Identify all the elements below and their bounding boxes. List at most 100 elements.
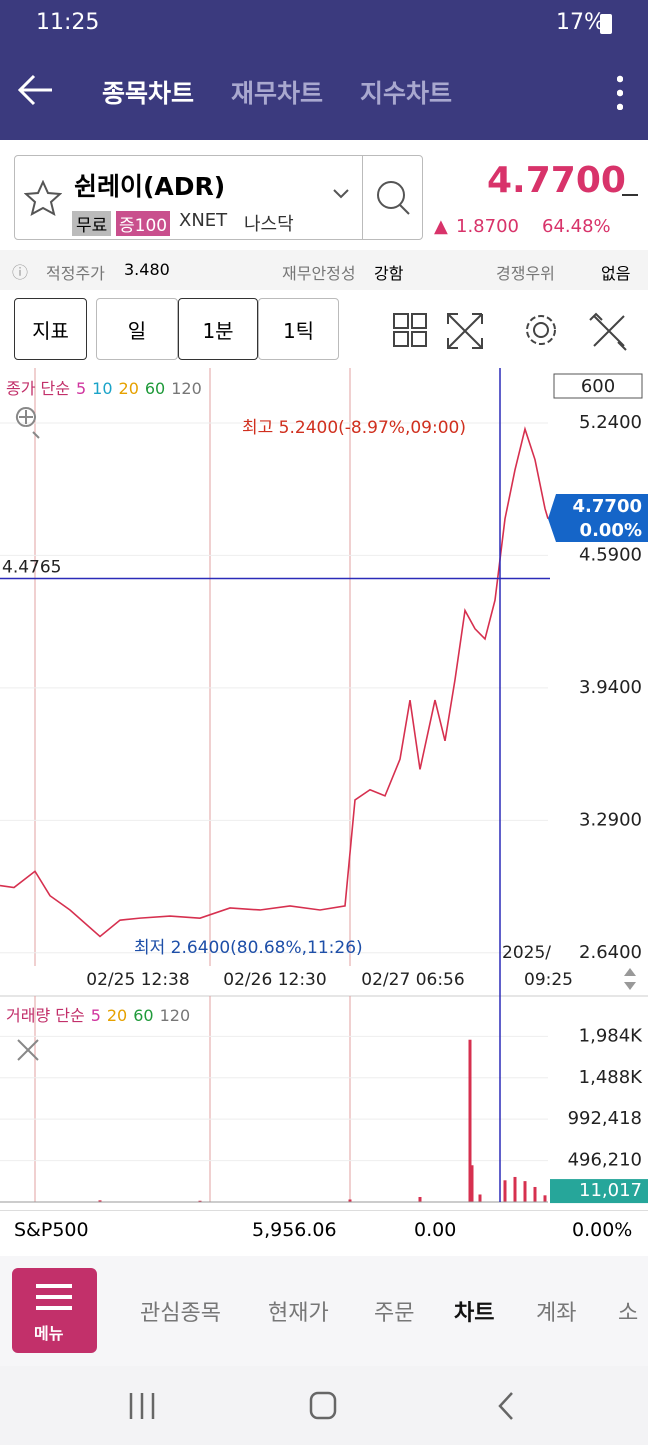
legend-item: 10 (92, 379, 112, 398)
x-axis-band (0, 966, 648, 996)
scroll-arrows (624, 968, 636, 990)
y-tick-label: 992,418 (568, 1108, 642, 1129)
volume-bar (468, 1039, 472, 1202)
tag: 무료 (72, 211, 112, 236)
nav-item[interactable]: 주문 (374, 1301, 415, 1326)
nav-item[interactable]: 관심종목 (140, 1301, 221, 1326)
chart: 5.2400 4.5900 3.9400 3.2900 2.6400 02/25 12:3… (0, 368, 648, 1204)
help-icon[interactable]: ⓘ (12, 263, 29, 282)
period-box (553, 373, 643, 399)
y-tick-label: 1,488K (579, 1067, 644, 1088)
y-tick-label: 2.6400 (579, 942, 642, 963)
period-button[interactable]: 1분 (178, 298, 258, 360)
info-value: 3.480 (124, 260, 170, 279)
index-row (0, 1210, 648, 1257)
indicator-button[interactable]: 지표 (14, 298, 87, 360)
info-label: 경쟁우위 (496, 264, 555, 283)
legend-title: 종가 단순 (6, 379, 70, 398)
volume-bar (470, 1165, 474, 1202)
tag: XNET (179, 210, 228, 231)
info-label: 재무안정성 (282, 264, 356, 283)
legend-item: 5 (76, 379, 86, 398)
volume-bar (533, 1186, 537, 1202)
volume-bar (348, 1199, 352, 1202)
info-value: 강함 (374, 264, 404, 283)
legend: 거래량 단순 5 20 60 120 (6, 1006, 190, 1025)
last-price-box (548, 494, 648, 542)
legend-title: 거래량 단순 (6, 1006, 85, 1025)
price-dash (622, 194, 638, 196)
favorite-star[interactable] (24, 180, 62, 216)
more-menu[interactable] (617, 72, 623, 110)
index-value: 5,956.06 (252, 1219, 337, 1241)
change-arrow: ▲ (434, 216, 448, 237)
clock: 11:25 (36, 10, 100, 35)
y-tick-label: 1,984K (579, 1025, 644, 1046)
y-tick-label: 3.9400 (579, 677, 642, 698)
plot-bg (0, 368, 548, 966)
nav-item[interactable]: 현재가 (268, 1301, 329, 1326)
legend-item: 120 (160, 1006, 191, 1025)
menu-button[interactable]: 메뉴 (12, 1268, 97, 1353)
chart-tools[interactable] (390, 308, 640, 352)
y-tick-label: 4.5900 (579, 544, 642, 565)
bottom-nav (0, 1256, 648, 1366)
tab[interactable]: 지수차트 (360, 79, 453, 108)
system-nav (0, 1366, 648, 1445)
tab[interactable]: 재무차트 (231, 79, 324, 108)
last-price: 4.7700 (573, 496, 642, 517)
battery: 17% (556, 10, 605, 35)
last-change: 0.00% (580, 520, 642, 541)
tag: 나스닥 (244, 214, 294, 235)
change-pct: 64.48% (542, 216, 611, 237)
zoom-in (15, 407, 40, 439)
info-value: 없음 (601, 264, 631, 283)
x-tick-label: 02/26 12:30 (223, 970, 326, 990)
info-label: 적정주가 (46, 264, 105, 283)
y-tick-label: 496,210 (568, 1150, 642, 1171)
dropdown[interactable] (332, 188, 350, 200)
period-value: 600 (581, 376, 615, 397)
volume-bar (198, 1200, 202, 1202)
legend: 종가 단순 5 10 20 60 120 (6, 379, 202, 398)
info-row (0, 250, 648, 290)
crosshair-value: 4.4765 (2, 558, 61, 578)
legend-item: 60 (145, 379, 165, 398)
nav-item[interactable]: 차트 (454, 1301, 495, 1326)
stock-name: 쉰레이(ADR) (74, 172, 226, 201)
volume-bar (523, 1181, 527, 1202)
index-change: 0.00 (414, 1219, 457, 1241)
crosshair-time: 09:25 (524, 970, 573, 990)
legend-item: 120 (171, 379, 202, 398)
tab[interactable]: 종목차트 (102, 79, 195, 108)
app-header: 11:25 17% 종목차트 재무차트 지수차트 (0, 0, 648, 140)
legend-item: 60 (133, 1006, 153, 1025)
volume-bar (513, 1176, 517, 1202)
search-button[interactable] (362, 155, 424, 240)
nav-item[interactable]: 소 (618, 1301, 639, 1326)
legend-item: 5 (91, 1006, 101, 1025)
legend-item: 20 (119, 379, 139, 398)
volume-bar (478, 1194, 482, 1202)
period-button[interactable]: 일 (96, 298, 178, 360)
low-label: 최저 2.6400(80.68%,11:26) (134, 938, 363, 958)
x-tick-label: 02/27 06:56 (361, 970, 464, 990)
close-volume (17, 1039, 39, 1061)
back-button[interactable] (16, 70, 56, 110)
last-volume: 11,017 (579, 1180, 642, 1201)
high-label: 최고 5.2400(-8.97%,09:00) (242, 418, 466, 438)
nav-item[interactable]: 계좌 (536, 1301, 577, 1326)
menu-label: 메뉴 (34, 1324, 64, 1343)
y-tick-label: 5.2400 (579, 412, 642, 433)
stock-box[interactable] (14, 155, 423, 240)
period-button[interactable]: 1틱 (258, 298, 339, 360)
volume-bar (98, 1200, 102, 1202)
battery-icon (600, 14, 612, 34)
index-pct: 0.00% (572, 1219, 633, 1241)
volume-bar (418, 1196, 422, 1202)
y-tick-label: 3.2900 (579, 809, 642, 830)
legend-item: 20 (107, 1006, 127, 1025)
volume-bar (543, 1195, 547, 1202)
last-volume-box (550, 1179, 648, 1204)
